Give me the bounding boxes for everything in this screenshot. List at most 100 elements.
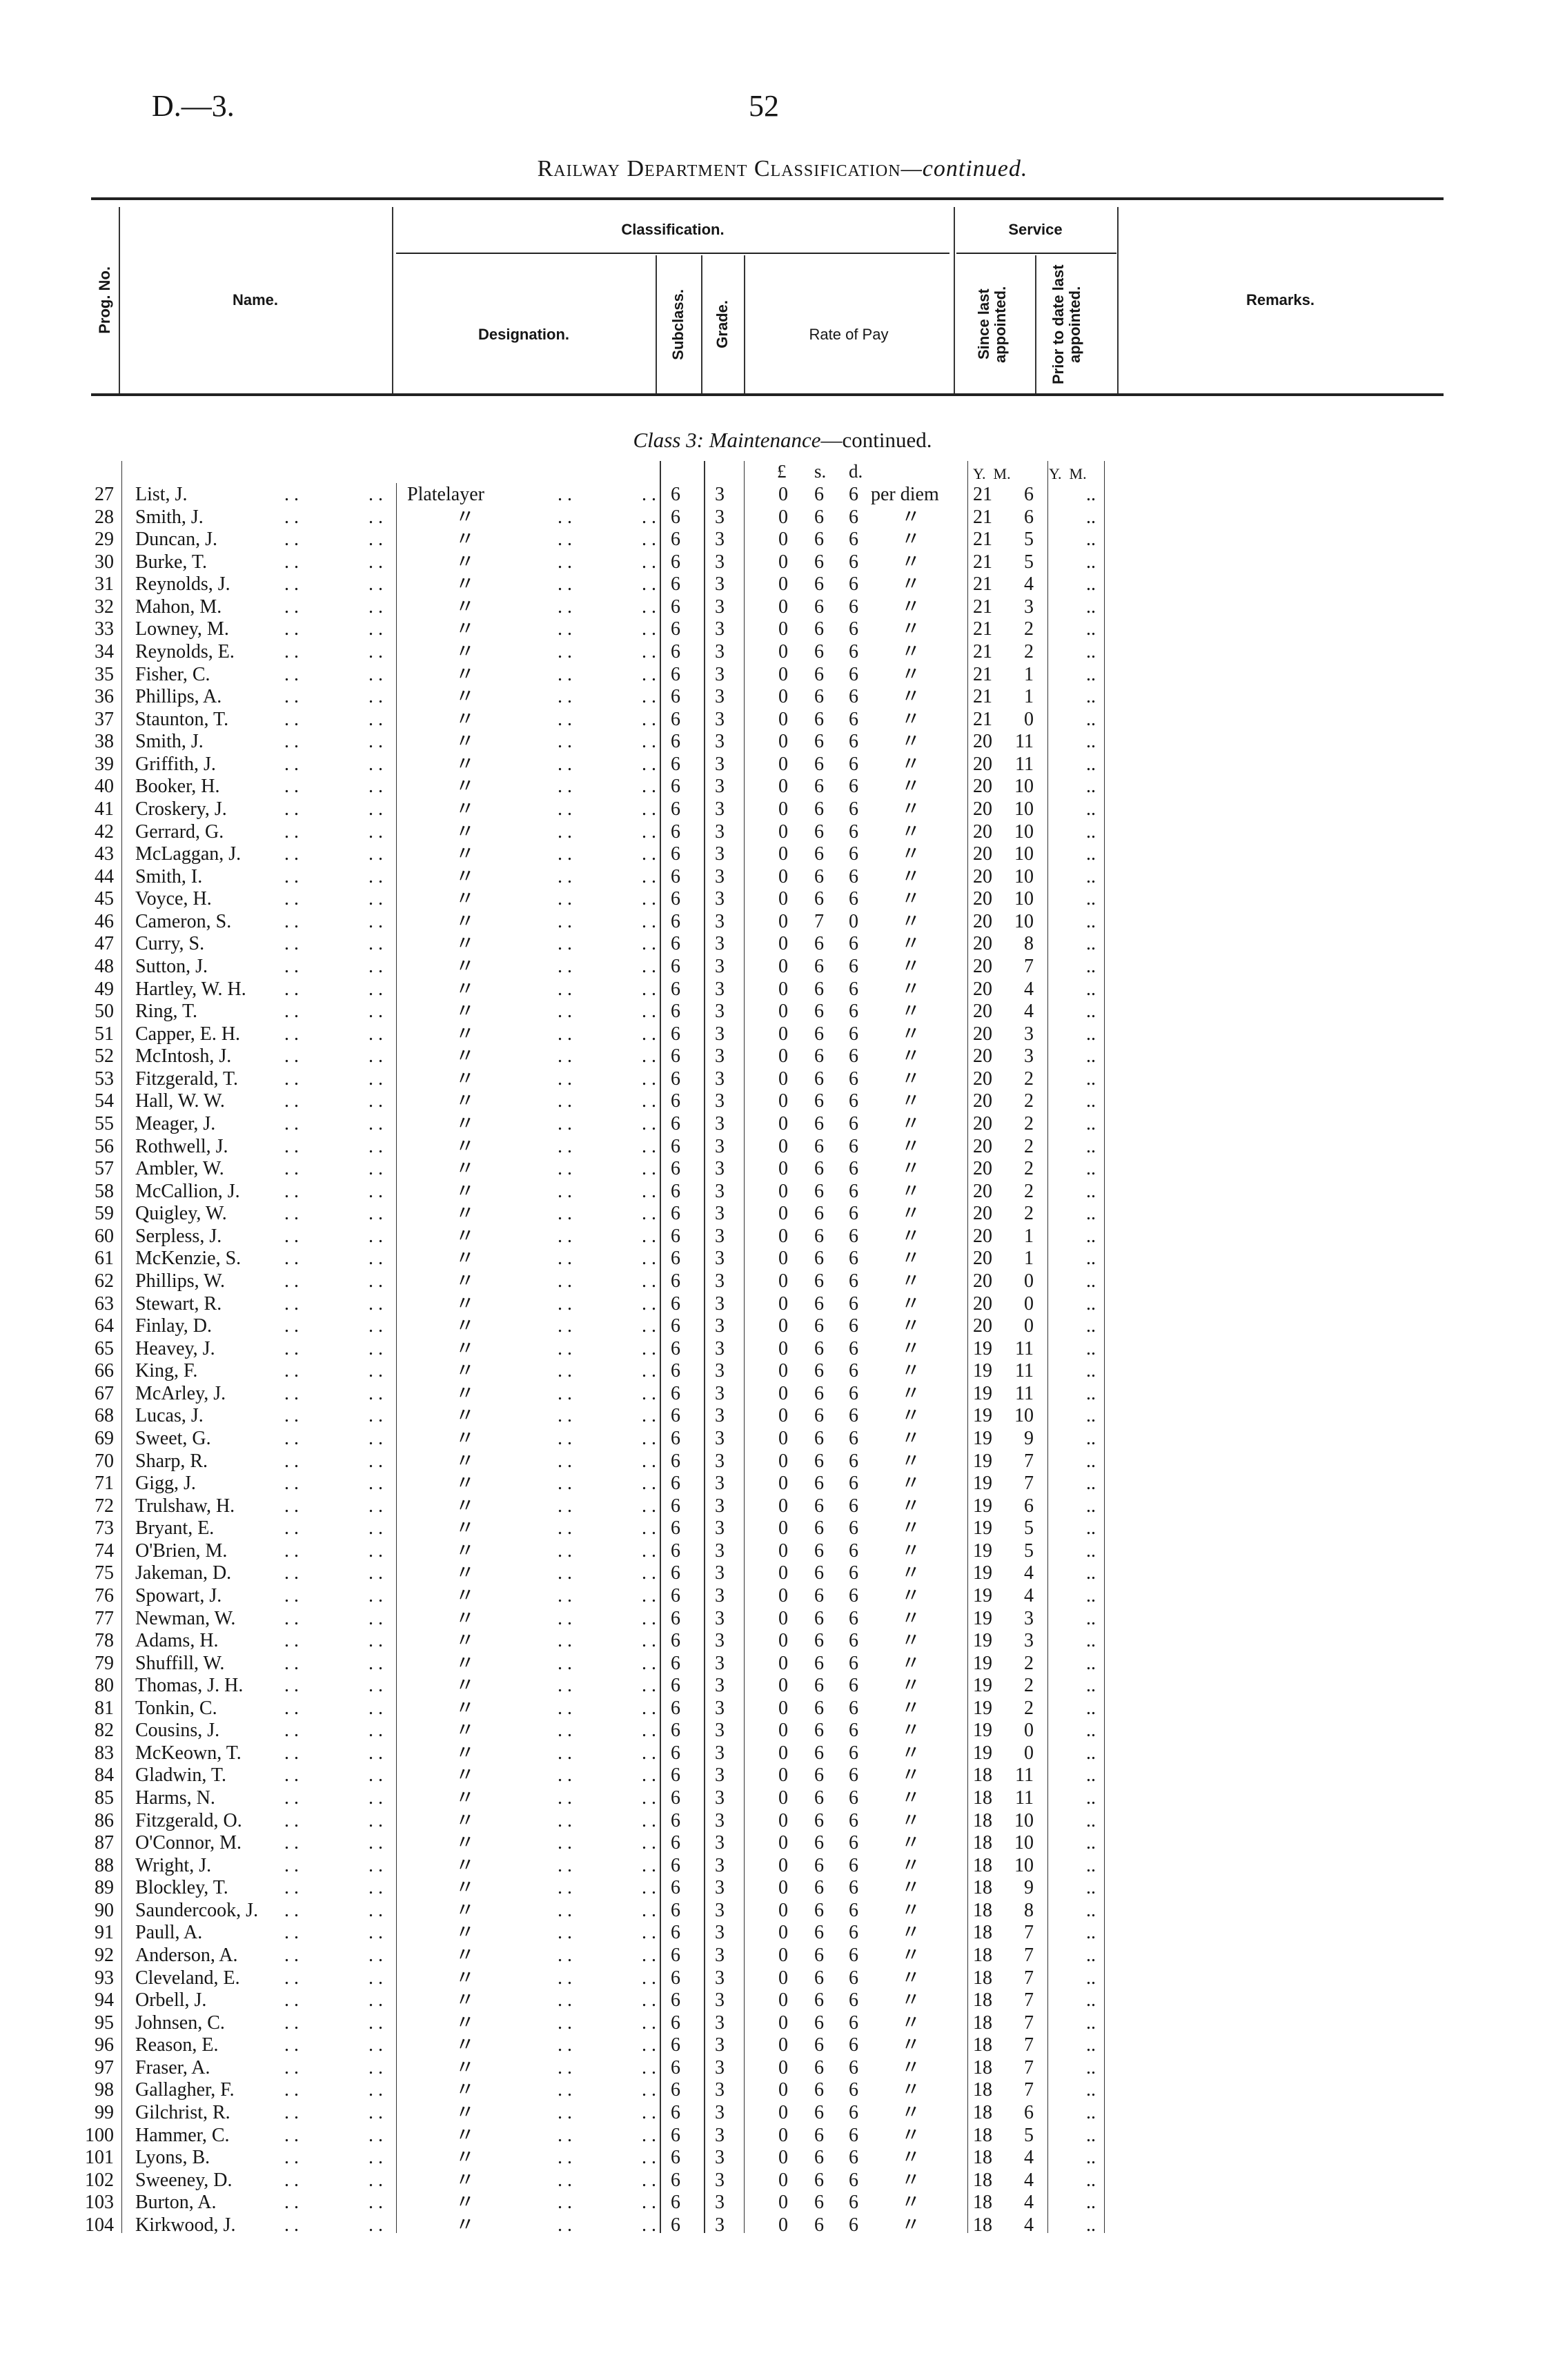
pay-pounds: 0	[778, 2147, 788, 2169]
pay-unit: 〃	[901, 2079, 921, 2101]
grade: 3	[715, 1315, 725, 1337]
pay-unit: 〃	[901, 1292, 921, 1315]
leader-dots: . .	[642, 1922, 656, 1944]
grade: 3	[715, 1068, 725, 1090]
since-years: 20	[973, 910, 992, 932]
leader-dots: . .	[368, 573, 383, 596]
since-months: 1	[1024, 663, 1034, 685]
prior-service: ..	[1086, 1899, 1096, 1921]
leader-dots: . .	[368, 1877, 383, 1899]
table-row: 69 Sweet, G. 〃 6 3 0 6 6 〃 19 9.. . . . . . . . .	[0, 1427, 1565, 1450]
prog-no: 87	[95, 1832, 114, 1854]
leader-dots: . .	[642, 1675, 656, 1697]
leader-dots: . .	[284, 573, 299, 596]
prior-service: ..	[1086, 1720, 1096, 1742]
table-row: 30 Burke, T. 〃 6 3 0 6 6 〃 21 5... .. .. .. .	[0, 551, 1565, 573]
grade: 3	[715, 2012, 725, 2034]
grade: 3	[715, 1337, 725, 1359]
pay-unit: 〃	[901, 1495, 921, 1517]
since-years: 18	[973, 1877, 992, 1899]
since-years: 19	[973, 1517, 992, 1540]
pay-pence: 6	[849, 1787, 858, 1809]
prog-no: 57	[95, 1158, 114, 1180]
since-months: 5	[1024, 2124, 1034, 2146]
since-months: 5	[1024, 1517, 1034, 1540]
leader-dots: . .	[284, 798, 299, 820]
prog-no: 80	[95, 1675, 114, 1697]
prior-service: ..	[1086, 888, 1096, 910]
table-row: 72 Trulshaw, H. 〃 6 3 0 6 6 〃 19 6.. . . . . . . . .	[0, 1495, 1565, 1517]
prior-service: ..	[1086, 1405, 1096, 1427]
subclass: 6	[671, 1562, 680, 1584]
pay-pence: 6	[849, 1607, 858, 1629]
prog-no: 90	[95, 1899, 114, 1921]
since-years: 21	[973, 484, 992, 505]
designation: 〃	[455, 1450, 475, 1472]
prog-no: 75	[95, 1562, 114, 1584]
subclass: 6	[671, 933, 680, 955]
prog-no: 31	[95, 573, 114, 596]
pay-pence: 6	[849, 1225, 858, 1247]
pay-pounds: 0	[778, 1045, 788, 1068]
prior-service: ..	[1086, 1112, 1096, 1134]
employee-name: Voyce, H.	[135, 888, 212, 910]
pay-pounds: 0	[778, 2012, 788, 2034]
designation: 〃	[455, 663, 475, 685]
pay-pounds: 0	[778, 1764, 788, 1787]
leader-dots: . .	[284, 1382, 299, 1404]
since-months: 5	[1024, 551, 1034, 573]
unit-shillings: s.	[814, 461, 827, 482]
table-row: 68 Lucas, J. 〃 6 3 0 6 6 〃 19 10.. . . . . . . . .	[0, 1404, 1565, 1427]
pay-unit: 〃	[901, 1337, 921, 1359]
leader-dots: . .	[642, 1450, 656, 1472]
leader-dots: . .	[558, 1473, 572, 1495]
designation: 〃	[455, 798, 475, 820]
prog-no: 89	[95, 1877, 114, 1899]
subclass: 6	[671, 1877, 680, 1899]
designation: 〃	[455, 2056, 475, 2078]
pay-pence: 6	[849, 1652, 858, 1674]
header-name: Name.	[232, 291, 279, 308]
employee-name: Serpless, J.	[135, 1225, 222, 1247]
pay-pence: 6	[849, 708, 858, 730]
leader-dots: . .	[558, 2214, 572, 2236]
prior-service: ..	[1086, 1001, 1096, 1023]
pay-unit: 〃	[901, 2214, 921, 2236]
subclass: 6	[671, 618, 680, 640]
pay-pence: 6	[849, 663, 858, 685]
grade: 3	[715, 1742, 725, 1764]
designation: 〃	[455, 1473, 475, 1495]
leader-dots: . .	[642, 731, 656, 753]
pay-shillings: 6	[814, 776, 824, 798]
leader-dots: . .	[284, 2056, 299, 2078]
subclass: 6	[671, 663, 680, 685]
pay-shillings: 6	[814, 1630, 824, 1652]
pay-shillings: 6	[814, 1697, 824, 1719]
subclass: 6	[671, 1473, 680, 1495]
leader-dots: . .	[558, 1427, 572, 1449]
table-row: 84 Gladwin, T. 〃 6 3 0 6 6 〃 18 11.. . . . . . . . .	[0, 1764, 1565, 1787]
prior-service: ..	[1086, 1854, 1096, 1876]
subclass: 6	[671, 2079, 680, 2101]
pay-shillings: 6	[814, 1854, 824, 1876]
pay-shillings: 6	[814, 1607, 824, 1629]
pay-shillings: 6	[814, 843, 824, 865]
pay-pence: 6	[849, 753, 858, 775]
prog-no: 93	[95, 1967, 114, 1989]
prog-no: 58	[95, 1180, 114, 1202]
pay-pence: 6	[849, 1945, 858, 1967]
leader-dots: . .	[284, 1922, 299, 1944]
table-row: 91 Paull, A. 〃 6 3 0 6 6 〃 18 7.. . . . . . . . .	[0, 1921, 1565, 1944]
since-months: 11	[1015, 731, 1034, 753]
subclass: 6	[671, 1023, 680, 1045]
since-months: 3	[1024, 1023, 1034, 1045]
pay-shillings: 6	[814, 1090, 824, 1112]
header-divider	[954, 207, 955, 393]
pay-pounds: 0	[778, 1023, 788, 1045]
prior-service: ..	[1086, 1562, 1096, 1584]
employee-name: Wright, J.	[135, 1854, 212, 1876]
pay-shillings: 6	[814, 506, 824, 528]
since-months: 10	[1014, 776, 1034, 798]
pay-pounds: 0	[778, 1450, 788, 1472]
column-divider	[1104, 461, 1105, 2233]
